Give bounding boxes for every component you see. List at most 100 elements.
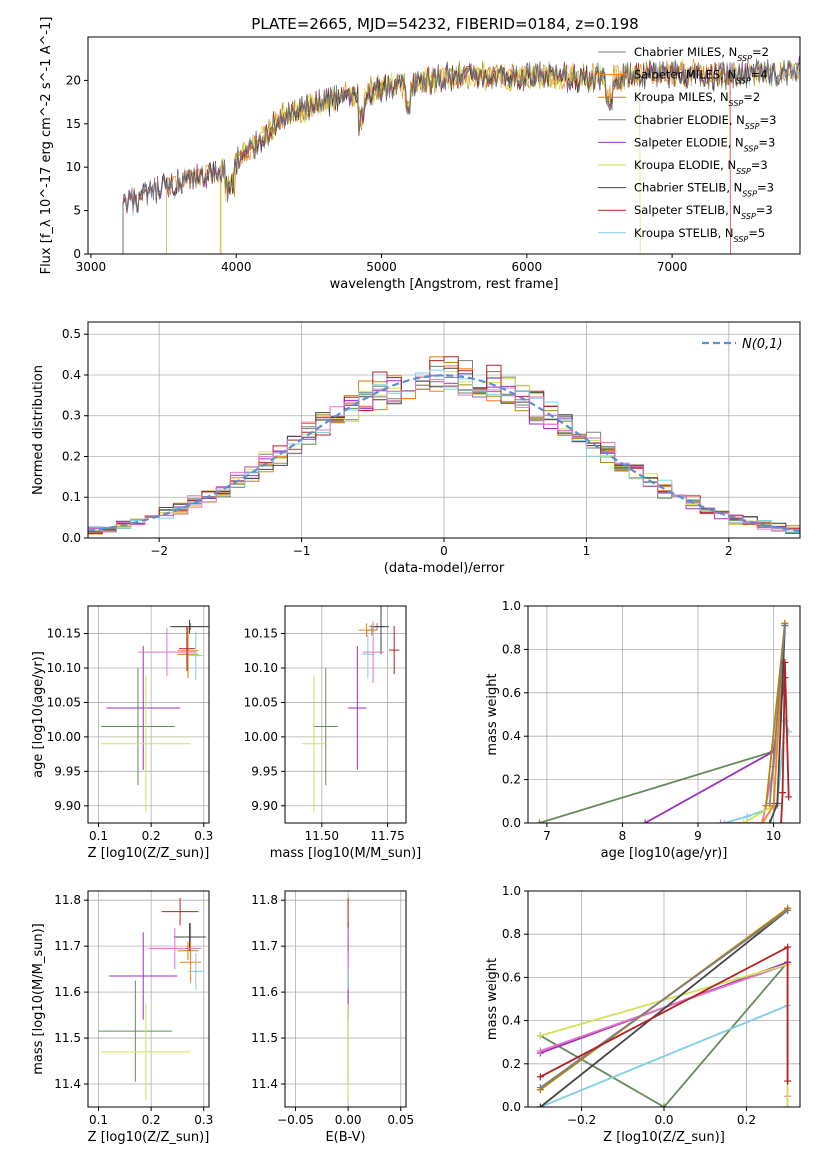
y-tick-label: 10 bbox=[66, 160, 81, 174]
axes-frame bbox=[284, 605, 407, 824]
errorbar-point bbox=[98, 980, 173, 1082]
x-tick-label: 0.2 bbox=[142, 1113, 161, 1127]
x-tick-label: 8 bbox=[619, 829, 627, 843]
weight-point bbox=[766, 799, 774, 807]
y-tick-label: 0.3 bbox=[62, 409, 81, 423]
histogram-step bbox=[88, 376, 800, 532]
age_vs_Z-axes bbox=[88, 606, 209, 823]
mass_vs_EBV-frame: −0.05 0.00 0.05 11.4 11.5 11.6 11.7 11.8 E(B-V) bbox=[251, 890, 414, 1145]
errorbar-point bbox=[180, 941, 202, 983]
axes-frame bbox=[87, 605, 210, 824]
axes-frame bbox=[527, 605, 801, 824]
weight-point bbox=[766, 819, 774, 823]
y-tick-label: 0.8 bbox=[502, 642, 521, 656]
weight-point bbox=[641, 819, 649, 823]
mass_weight_vs_age-marks bbox=[535, 619, 793, 823]
y-tick-label: 0.2 bbox=[502, 773, 521, 787]
residuals-marks bbox=[88, 356, 800, 535]
spectrum-frame: 3000 4000 5000 6000 7000 0 5 10 15 20 wavelength [… bbox=[39, 17, 801, 292]
x-tick-label: 0.00 bbox=[335, 1113, 362, 1127]
age_vs_mass-frame: 11.50 11.75 9.90 9.95 10.00 10.05 10.10 10.15 ma… bbox=[244, 605, 422, 861]
spectrum-line bbox=[221, 62, 641, 254]
errorbar-point bbox=[171, 619, 208, 634]
y-tick-label: 0.0 bbox=[62, 531, 81, 545]
age_vs_mass-marks bbox=[302, 606, 400, 813]
y-tick-label: 9.95 bbox=[251, 764, 278, 778]
x-axis-label: Z [log10(Z/Z_sun)] bbox=[88, 846, 210, 861]
errorbar-point bbox=[388, 625, 400, 675]
y-tick-label: 5 bbox=[73, 204, 81, 218]
weight-point bbox=[660, 1103, 668, 1107]
x-tick-label: −2 bbox=[150, 544, 168, 558]
y-tick-label: 0.2 bbox=[502, 1057, 521, 1071]
x-tick-label: 4000 bbox=[221, 260, 252, 274]
y-tick-label: 9.90 bbox=[54, 799, 81, 813]
y-axis-label: mass [log10(M/M_sun)] bbox=[31, 923, 46, 1075]
errorbar-point bbox=[302, 674, 326, 813]
x-tick-label: 1 bbox=[583, 544, 591, 558]
x-axis-label: (data-model)/error bbox=[384, 561, 505, 576]
x-tick-label: −0.2 bbox=[567, 1113, 596, 1127]
errorbar-point bbox=[101, 668, 175, 786]
y-tick-label: 1.0 bbox=[502, 599, 521, 613]
x-tick-label: 11.75 bbox=[370, 829, 404, 843]
weight-point bbox=[536, 1073, 544, 1081]
legend-entry: Salpeter MILES, NSSP=4 bbox=[634, 68, 768, 86]
errorbar-point bbox=[109, 932, 178, 1020]
errorbar-point bbox=[106, 645, 181, 770]
weight-point bbox=[784, 906, 792, 914]
y-tick-label: 15 bbox=[66, 117, 81, 131]
mass_weight_vs_age-frame: 7 8 9 10 0.0 0.2 0.4 0.6 0.8 1.0 age [log10(age/yr… bbox=[485, 599, 801, 861]
x-tick-label: 0.3 bbox=[194, 1113, 213, 1127]
y-tick-label: 11.7 bbox=[251, 939, 278, 953]
y-axis-label: Normed distribution bbox=[31, 365, 46, 495]
figure-title: PLATE=2665, MJD=54232, FIBERID=0184, z=0… bbox=[251, 15, 638, 33]
x-tick-label: 0.2 bbox=[737, 1113, 756, 1127]
errorbar-point bbox=[362, 621, 384, 684]
legend-entry: Chabrier STELIB, NSSP=3 bbox=[634, 181, 774, 199]
errorbar-point bbox=[187, 953, 204, 990]
plots-group: Chabrier MILES, NSSP=2 Salpeter MILES, NS… bbox=[31, 17, 801, 1145]
x-tick-label: 0.3 bbox=[194, 829, 213, 843]
errorbar-point bbox=[161, 897, 199, 926]
errorbar-point bbox=[148, 927, 202, 970]
age_vs_Z-marks bbox=[101, 619, 209, 813]
errorbar-point bbox=[348, 645, 367, 770]
y-tick-label: 10.10 bbox=[244, 661, 278, 675]
errorbar-point bbox=[173, 923, 206, 951]
errorbar-point bbox=[177, 630, 199, 679]
x-tick-label: 7000 bbox=[657, 260, 688, 274]
weight-point bbox=[720, 819, 728, 823]
y-tick-label: 0.8 bbox=[502, 927, 521, 941]
errorbar-point bbox=[373, 606, 389, 655]
axes-frame bbox=[284, 890, 407, 1108]
errorbar-point bbox=[179, 626, 195, 671]
x-tick-label: 11.50 bbox=[305, 829, 339, 843]
spectrum-line bbox=[122, 58, 800, 254]
weight-point bbox=[762, 802, 770, 810]
errorbar-point bbox=[137, 628, 196, 677]
weight-point bbox=[773, 799, 781, 807]
errorbar-point bbox=[361, 630, 375, 679]
gaussian-curve bbox=[88, 374, 800, 532]
legend-entry: Salpeter ELODIE, NSSP=3 bbox=[634, 135, 775, 153]
y-axis-label: age [log10(age/yr)] bbox=[31, 651, 46, 778]
y-tick-label: 0.0 bbox=[502, 816, 521, 830]
y-tick-label: 0.4 bbox=[62, 368, 81, 382]
mass_vs_Z-axes bbox=[88, 891, 209, 1107]
weight-point bbox=[535, 819, 543, 823]
weight-point bbox=[779, 789, 787, 797]
axes-frame bbox=[87, 890, 210, 1108]
y-tick-label: 0.6 bbox=[502, 970, 521, 984]
y-tick-label: 11.5 bbox=[54, 1031, 81, 1045]
weight-point bbox=[784, 1077, 792, 1085]
age_vs_Z-frame: 0.1 0.2 0.3 9.90 9.95 10.00 10.05 10.10 10.15 Z [… bbox=[31, 605, 213, 861]
y-tick-label: 11.6 bbox=[54, 985, 81, 999]
y-tick-label: 0.4 bbox=[502, 729, 521, 743]
x-axis-label: mass [log10(M/M_sun)] bbox=[270, 846, 422, 861]
weight-point bbox=[743, 812, 751, 820]
y-tick-label: 20 bbox=[66, 73, 81, 87]
axes-frame bbox=[87, 36, 801, 255]
x-tick-label: 0.0 bbox=[654, 1113, 673, 1127]
y-tick-label: 10.10 bbox=[47, 661, 81, 675]
